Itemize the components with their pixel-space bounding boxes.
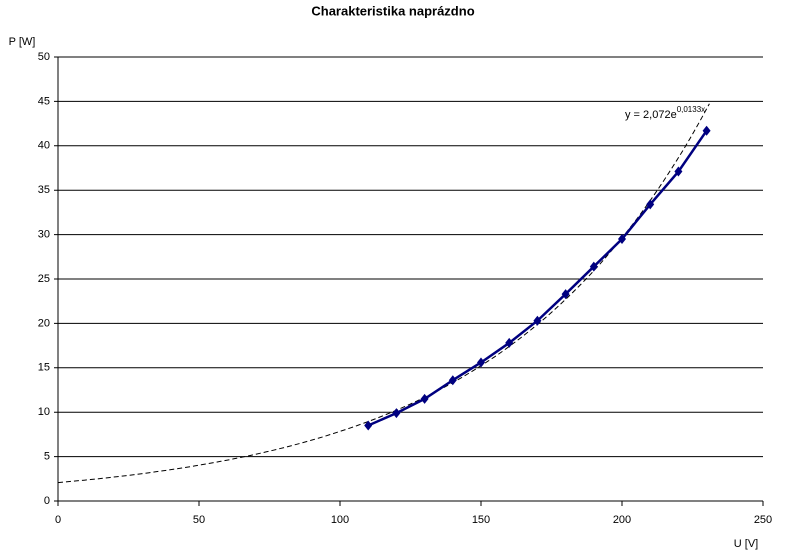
data-point [364, 420, 373, 431]
data-point [589, 261, 598, 272]
data-point [392, 408, 401, 419]
series-line [367, 129, 708, 427]
x-axis-label: U [V] [734, 538, 758, 550]
data-point [674, 166, 683, 177]
y-tick-label: 35 [38, 184, 50, 196]
chart-title: Charakteristika naprázdno [311, 3, 474, 18]
y-tick-label: 10 [38, 406, 50, 418]
data-point [561, 289, 570, 300]
y-tick-label: 20 [38, 317, 50, 329]
y-tick-label: 40 [38, 140, 50, 152]
data-point [505, 337, 514, 348]
trendline-label-base: y = 2,072e [625, 109, 677, 121]
x-tick-label: 250 [754, 514, 772, 526]
y-tick-label: 0 [44, 495, 50, 507]
y-tick-label: 15 [38, 362, 50, 374]
data-point [533, 315, 542, 326]
trendline-label-exponent: 0,0133x [677, 105, 705, 114]
trendline [57, 103, 710, 484]
data-point [477, 357, 485, 368]
data-point [618, 234, 626, 245]
data-point [420, 393, 429, 404]
x-tick-label: 50 [193, 514, 205, 526]
y-tick-label: 50 [38, 51, 50, 63]
y-tick-label: 30 [38, 229, 50, 241]
x-tick-label: 0 [55, 514, 61, 526]
trendline-label: y = 2,072e0,0133x [625, 105, 705, 121]
data-point [646, 199, 655, 210]
y-axis-label: P [W] [9, 36, 36, 48]
x-tick-label: 100 [331, 514, 349, 526]
y-tick-label: 25 [38, 273, 50, 285]
y-tick-label: 5 [44, 451, 50, 463]
x-tick-label: 200 [613, 514, 631, 526]
data-point [448, 375, 457, 386]
x-tick-label: 150 [472, 514, 490, 526]
y-tick-label: 45 [38, 95, 50, 107]
data-point [702, 125, 711, 136]
